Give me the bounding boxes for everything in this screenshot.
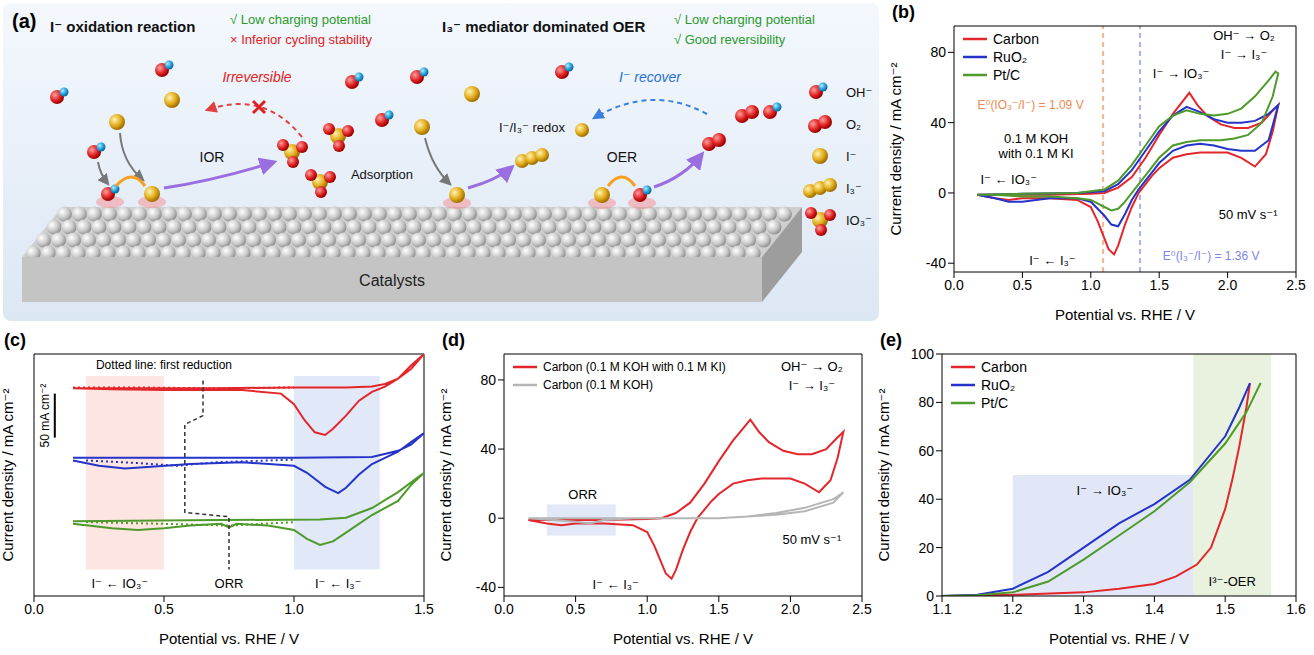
svg-text:E⁰(I₃⁻/I⁻) = 1.36 V: E⁰(I₃⁻/I⁻) = 1.36 V — [1163, 249, 1260, 263]
svg-text:40: 40 — [918, 491, 934, 507]
svg-text:2.0: 2.0 — [1218, 277, 1238, 293]
svg-text:Catalysts: Catalysts — [359, 272, 425, 289]
svg-text:Current density / mA cm⁻²: Current density / mA cm⁻² — [888, 63, 904, 236]
svg-text:Current density / mA cm⁻²: Current density / mA cm⁻² — [0, 389, 16, 562]
svg-text:OER: OER — [607, 149, 637, 165]
svg-text:0.0: 0.0 — [944, 277, 964, 293]
svg-text:I⁻ ← IO₃⁻: I⁻ ← IO₃⁻ — [92, 575, 149, 590]
svg-text:√ Good reversibility: √ Good reversibility — [674, 32, 786, 47]
svg-text:1.5: 1.5 — [1215, 601, 1235, 617]
html-text:Pt/C: Pt/C — [981, 395, 1009, 411]
svg-text:× Inferior cycling stability: × Inferior cycling stability — [230, 32, 372, 47]
html-text:Carbon: Carbon — [993, 31, 1039, 47]
svg-text:80: 80 — [918, 394, 934, 410]
svg-text:I₃⁻ mediator dominated OER: I₃⁻ mediator dominated OER — [442, 18, 645, 35]
svg-text:Potential vs. RHE / V: Potential vs. RHE / V — [1049, 630, 1189, 647]
svg-text:0: 0 — [488, 510, 496, 526]
svg-text:IO₃⁻: IO₃⁻ — [846, 213, 872, 228]
html-text:(d): (d) — [442, 330, 465, 350]
svg-text:√ Low charging potential: √ Low charging potential — [674, 12, 815, 27]
svg-text:1.5: 1.5 — [414, 601, 434, 617]
svg-text:IOR: IOR — [200, 149, 225, 165]
svg-text:(a): (a) — [12, 10, 36, 32]
svg-text:I⁻ → IO₃⁻: I⁻ → IO₃⁻ — [1153, 66, 1210, 81]
svg-text:1.0: 1.0 — [637, 601, 657, 617]
html-text:(b): (b) — [892, 2, 915, 22]
svg-text:I⁻/I₃⁻ redox: I⁻/I₃⁻ redox — [499, 120, 565, 135]
svg-text:Potential vs. RHE / V: Potential vs. RHE / V — [1055, 306, 1195, 323]
svg-text:-40: -40 — [926, 255, 946, 271]
svg-text:I³⁻-OER: I³⁻-OER — [1209, 574, 1256, 589]
svg-text:40: 40 — [930, 115, 946, 131]
html-text:RuO₂: RuO₂ — [993, 49, 1028, 65]
svg-text:50 mV s⁻¹: 50 mV s⁻¹ — [782, 531, 842, 546]
svg-text:1.2: 1.2 — [1003, 601, 1023, 617]
html-text:Carbon (0.1 M KOH): Carbon (0.1 M KOH) — [543, 378, 653, 392]
svg-text:1.3: 1.3 — [1074, 601, 1094, 617]
svg-text:Current density / mA cm⁻²: Current density / mA cm⁻² — [438, 389, 454, 562]
svg-text:0.1 M KOHwith 0.1 M KI: 0.1 M KOHwith 0.1 M KI — [998, 130, 1074, 161]
svg-text:I⁻ → I₃⁻: I⁻ → I₃⁻ — [789, 378, 835, 393]
svg-text:0: 0 — [938, 185, 946, 201]
svg-text:60: 60 — [918, 443, 934, 459]
svg-text:40: 40 — [480, 441, 496, 457]
svg-text:2.5: 2.5 — [852, 601, 872, 617]
svg-text:1.0: 1.0 — [1081, 277, 1101, 293]
svg-text:O₂: O₂ — [846, 117, 861, 132]
svg-text:0.5: 0.5 — [566, 601, 586, 617]
html-text:Pt/C: Pt/C — [993, 67, 1021, 83]
svg-text:0: 0 — [926, 588, 934, 604]
svg-text:20: 20 — [918, 540, 934, 556]
svg-text:I⁻ ← I₃⁻: I⁻ ← I₃⁻ — [1029, 252, 1075, 267]
svg-text:OH⁻ → O₂: OH⁻ → O₂ — [781, 359, 843, 374]
svg-text:E⁰(IO₃⁻/I⁻) = 1.09 V: E⁰(IO₃⁻/I⁻) = 1.09 V — [978, 98, 1084, 112]
svg-text:0.0: 0.0 — [24, 601, 44, 617]
svg-text:1.0: 1.0 — [284, 601, 304, 617]
svg-text:0.5: 0.5 — [154, 601, 174, 617]
svg-text:1.5: 1.5 — [1149, 277, 1169, 293]
svg-text:I⁻ ← I₃⁻: I⁻ ← I₃⁻ — [315, 575, 361, 590]
svg-text:Potential vs. RHE / V: Potential vs. RHE / V — [613, 630, 753, 647]
svg-text:1.6: 1.6 — [1286, 601, 1306, 617]
svg-text:Dotted line: first reduction: Dotted line: first reduction — [96, 358, 232, 372]
svg-text:I₃⁻: I₃⁻ — [846, 181, 862, 196]
svg-text:50 mV s⁻¹: 50 mV s⁻¹ — [1219, 207, 1279, 222]
html-text:Carbon: Carbon — [981, 359, 1027, 375]
svg-text:I⁻: I⁻ — [846, 149, 856, 164]
svg-text:1.4: 1.4 — [1145, 601, 1165, 617]
svg-text:0.5: 0.5 — [1013, 277, 1033, 293]
svg-text:I⁻ oxidation reaction: I⁻ oxidation reaction — [50, 18, 195, 35]
svg-text:2.5: 2.5 — [1286, 277, 1306, 293]
svg-text:√ Low charging potential: √ Low charging potential — [230, 12, 371, 27]
svg-text:I⁻ recover: I⁻ recover — [619, 69, 682, 85]
svg-text:Potential vs. RHE / V: Potential vs. RHE / V — [159, 630, 299, 647]
svg-text:ORR: ORR — [215, 575, 244, 590]
svg-text:-40: -40 — [476, 579, 496, 595]
svg-text:Irreversible: Irreversible — [222, 69, 291, 85]
svg-text:OH⁻: OH⁻ — [846, 85, 872, 100]
svg-text:Current density / mA cm⁻²: Current density / mA cm⁻² — [876, 389, 892, 562]
svg-text:0.0: 0.0 — [494, 601, 514, 617]
svg-text:ORR: ORR — [568, 487, 597, 502]
svg-text:50 mA cm⁻²: 50 mA cm⁻² — [38, 384, 52, 448]
svg-text:1.5: 1.5 — [709, 601, 729, 617]
svg-text:80: 80 — [480, 372, 496, 388]
html-text:RuO₂: RuO₂ — [981, 377, 1016, 393]
svg-text:OH⁻ → O₂: OH⁻ → O₂ — [1213, 27, 1275, 42]
svg-text:I⁻ → IO₃⁻: I⁻ → IO₃⁻ — [1077, 482, 1134, 497]
svg-text:I⁻ ← I₃⁻: I⁻ ← I₃⁻ — [592, 576, 638, 591]
svg-text:1.1: 1.1 — [932, 601, 952, 617]
html-text:Carbon (0.1 M KOH with 0.1 M K: Carbon (0.1 M KOH with 0.1 M KI) — [543, 360, 726, 374]
svg-text:I⁻ → I₃⁻: I⁻ → I₃⁻ — [1221, 47, 1267, 62]
svg-text:Adsorption: Adsorption — [351, 167, 413, 182]
html-text:(c): (c) — [4, 330, 26, 350]
svg-text:2.0: 2.0 — [781, 601, 801, 617]
html-text:(e): (e) — [880, 330, 902, 350]
svg-text:I⁻ ← IO₃⁻: I⁻ ← IO₃⁻ — [980, 171, 1037, 186]
svg-text:100: 100 — [911, 346, 935, 362]
svg-text:80: 80 — [930, 44, 946, 60]
